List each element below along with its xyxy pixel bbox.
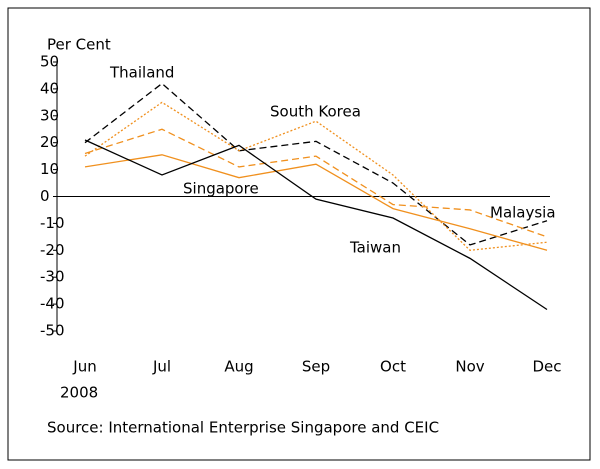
y-tick-label: 40 — [40, 79, 59, 97]
series-label: Malaysia — [490, 204, 556, 222]
series-label: Thailand — [109, 64, 174, 82]
x-tick-label: Jul — [152, 358, 171, 376]
y-tick-label: -20 — [40, 241, 65, 259]
y-tick-label: 50 — [40, 53, 59, 71]
y-tick-label: 10 — [40, 160, 59, 178]
x-tick-label: Aug — [224, 358, 253, 376]
series-line — [84, 82, 548, 246]
x-tick-label: Oct — [380, 358, 406, 376]
series-label: Taiwan — [349, 239, 401, 257]
y-tick-label: -40 — [40, 295, 65, 313]
year-label: 2008 — [60, 384, 98, 402]
series-line — [84, 154, 548, 251]
source-note: Source: International Enterprise Singapo… — [47, 419, 439, 437]
y-tick-label: -10 — [40, 214, 65, 232]
series-line — [84, 139, 548, 311]
y-tick-label: 30 — [40, 106, 59, 124]
x-tick-label: Sep — [302, 358, 330, 376]
y-tick-label: 0 — [40, 187, 50, 205]
series-line — [84, 101, 548, 251]
x-tick-label: Jun — [72, 358, 96, 376]
y-tick-label: 20 — [40, 133, 59, 151]
x-tick-label: Dec — [532, 358, 561, 376]
series-label: Singapore — [183, 180, 259, 198]
series-line — [84, 128, 548, 238]
y-axis-label: Per Cent — [47, 36, 111, 54]
y-tick-label: -50 — [40, 322, 65, 340]
x-tick-label: Nov — [455, 358, 484, 376]
series-label: South Korea — [270, 103, 361, 121]
chart-frame — [7, 7, 591, 461]
y-tick-label: -30 — [40, 268, 65, 286]
